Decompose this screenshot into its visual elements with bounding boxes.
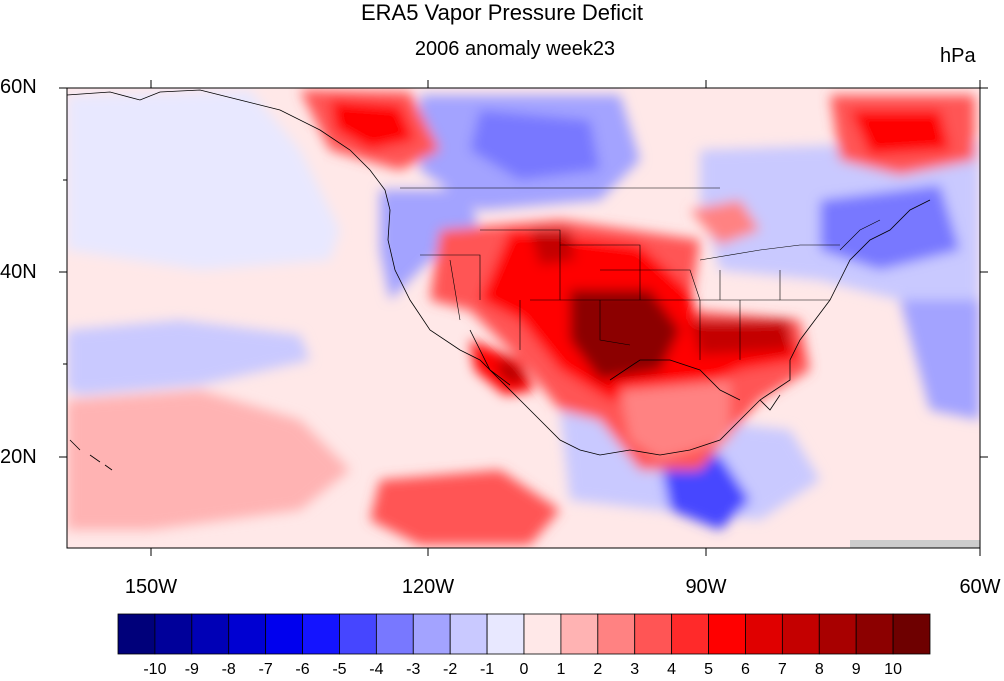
colorbar-label: 10: [884, 661, 902, 678]
lon-label-120w: 120W: [401, 576, 455, 598]
subtitle: 2006 anomaly week23: [414, 38, 616, 60]
colorbar-box: [671, 613, 709, 655]
colorbar-label: -2: [443, 661, 458, 678]
colorbar-label: 6: [741, 661, 750, 678]
coastlines: [67, 89, 931, 471]
colorbar-label: 1: [556, 661, 566, 678]
colorbar-box: [892, 613, 931, 655]
missing-data-patch: [850, 540, 980, 548]
colorbar-box: [781, 613, 820, 655]
colorbar-box: [560, 613, 599, 655]
colorbar-label: 2: [593, 661, 603, 678]
colorbar-box: [597, 613, 636, 655]
colorbar-box: [486, 613, 525, 655]
colorbar-box: [449, 613, 488, 655]
colorbar-box: [265, 613, 303, 655]
colorbar-box: [154, 613, 193, 655]
colorbar-box: [412, 613, 451, 655]
colorbar-label: 4: [667, 661, 677, 678]
units-label: hPa: [940, 45, 976, 67]
colorbar-label: -1: [479, 661, 495, 678]
anomaly-shading: [67, 90, 980, 545]
colorbar-label: 3: [630, 661, 640, 678]
colorbar-label: -8: [221, 661, 236, 678]
colorbar-box: [375, 613, 414, 655]
lon-label-150w: 150W: [124, 576, 178, 598]
colorbar-box: [191, 613, 230, 655]
colorbar-label: -6: [295, 661, 310, 678]
map-field: [67, 88, 980, 548]
colorbar-box: [634, 613, 673, 655]
colorbar-box: [302, 613, 340, 655]
lat-label-60n: 60N: [0, 76, 37, 98]
colorbar-label: -5: [332, 661, 347, 678]
colorbar-box: [117, 613, 156, 655]
colorbar-box: [339, 613, 377, 655]
colorbar-label: 5: [704, 661, 713, 678]
colorbar-box: [745, 613, 783, 655]
colorbar-label: 9: [851, 661, 861, 678]
lat-label-40n: 40N: [0, 261, 37, 283]
map-frame: [66, 87, 981, 549]
colorbar-label: -9: [184, 661, 199, 678]
lon-label-60w: 60W: [959, 576, 1001, 598]
main-title: ERA5 Vapor Pressure Deficit: [360, 0, 644, 25]
colorbar-label: -7: [258, 661, 273, 678]
colorbar-label: -10: [143, 661, 167, 678]
colorbar-box: [228, 613, 267, 655]
colorbar-label: 0: [519, 661, 529, 678]
colorbar-label: -4: [369, 661, 384, 678]
colorbar-box: [708, 613, 746, 655]
colorbar-box: [818, 613, 857, 655]
colorbar-boxes: [117, 613, 931, 655]
lat-label-20n: 20N: [0, 446, 37, 468]
colorbar-box: [855, 613, 894, 655]
map-ticks: [59, 80, 988, 556]
colorbar-label: 8: [814, 661, 824, 678]
colorbar-box: [523, 613, 562, 655]
lon-label-90w: 90W: [685, 576, 727, 598]
state-borders: [400, 187, 881, 360]
colorbar-label: -3: [406, 661, 421, 678]
colorbar-label: 7: [777, 661, 787, 678]
